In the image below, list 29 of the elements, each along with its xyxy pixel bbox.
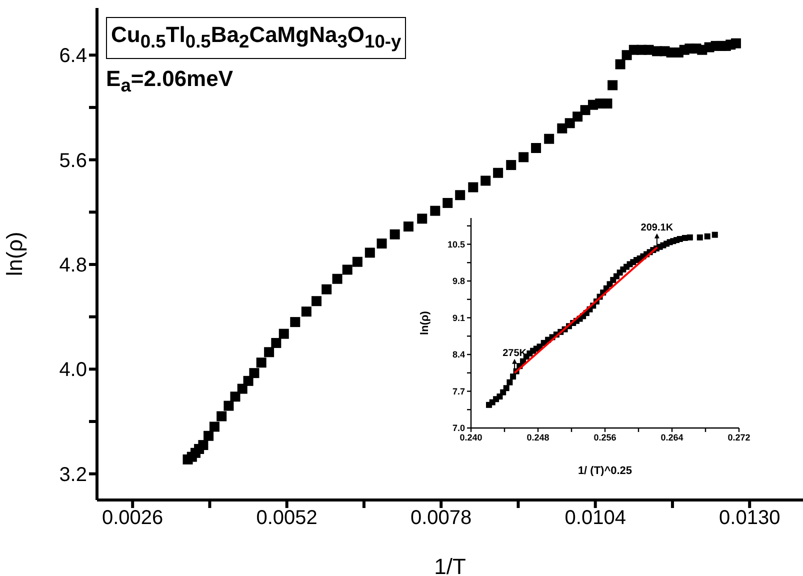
annotation: E$_{a}$=2.06meV <box>106 65 234 98</box>
text: Cu$_{0.5}$Tl$_{0.5}$Ba$_{2}$CaMgNa$_{3}$O$_{10-y}$ <box>111 22 402 52</box>
y-tick-label: 7.0 <box>452 423 465 434</box>
y-tick-label: 9.8 <box>452 276 465 286</box>
annotation: 209.1K <box>640 222 674 234</box>
y-tick-label: 4.0 <box>59 359 87 382</box>
y-tick-label: 5.6 <box>59 150 87 172</box>
x-tick-label: 0.0104 <box>564 507 626 530</box>
x-tick-label: 0.0026 <box>102 507 164 530</box>
x-tick-label: 0.240 <box>460 432 482 442</box>
y-axis-title: ln(ρ) <box>418 310 431 335</box>
y-tick-label: 6.4 <box>59 45 87 68</box>
y-tick-label: 3.2 <box>59 464 87 486</box>
y-tick-label: 4.8 <box>59 254 87 277</box>
x-axis-title: 1/ (T)^0.25 <box>578 465 632 477</box>
x-tick-label: 0.248 <box>526 432 550 442</box>
y-axis-title: ln(ρ) <box>2 232 27 276</box>
x-tick-label: 0.0078 <box>410 507 472 530</box>
x-axis-title: 1/T <box>434 554 466 576</box>
y-tick-label: 9.1 <box>452 312 465 323</box>
x-tick-label: 0.272 <box>728 432 750 442</box>
x-tick-label: 0.256 <box>594 432 616 442</box>
x-tick-label: 0.0052 <box>256 507 318 530</box>
y-tick-label: 7.7 <box>452 386 465 396</box>
x-tick-label: 0.0130 <box>719 507 780 530</box>
y-tick-label: 8.4 <box>452 350 465 360</box>
y-tick-label: 10.5 <box>447 239 465 250</box>
x-tick-label: 0.264 <box>660 432 684 442</box>
annotation: 275K <box>502 348 528 359</box>
